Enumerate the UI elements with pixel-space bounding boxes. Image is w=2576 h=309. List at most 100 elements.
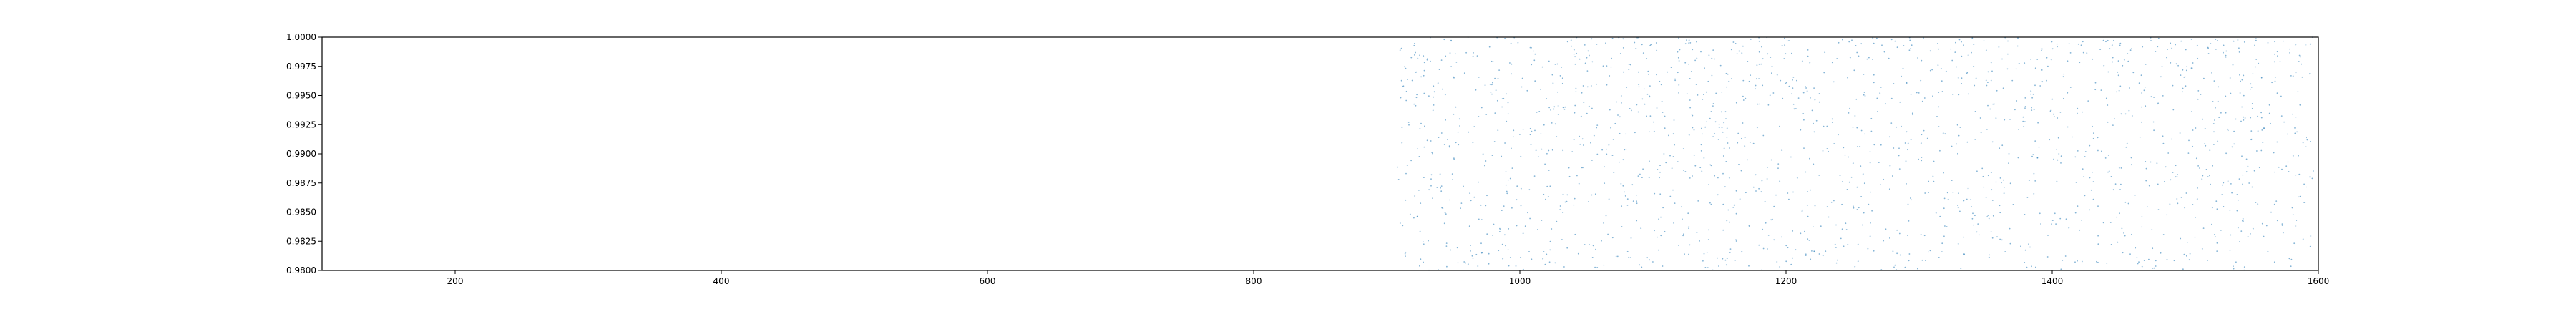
scatter-point: [2218, 86, 2220, 88]
scatter-point: [1879, 92, 1881, 94]
scatter-point: [1423, 74, 1425, 77]
scatter-point: [2225, 95, 2227, 97]
scatter-point: [1688, 253, 1689, 255]
scatter-point: [1634, 132, 1636, 134]
scatter-point: [1659, 177, 1660, 179]
scatter-point: [1485, 160, 1487, 162]
scatter-point: [1951, 59, 1953, 62]
scatter-point: [1428, 189, 1430, 191]
scatter-point: [1933, 180, 1935, 182]
scatter-point: [1502, 258, 1504, 260]
scatter-point: [1805, 87, 1807, 89]
scatter-point: [1991, 200, 1994, 201]
scatter-point: [1867, 247, 1869, 250]
scatter-point: [2298, 54, 2301, 57]
scatter-point: [1802, 92, 1805, 94]
scatter-point: [1674, 202, 1676, 204]
scatter-point: [1807, 49, 1809, 51]
scatter-point: [2257, 203, 2259, 205]
scatter-point: [2191, 111, 2192, 113]
scatter-point: [1529, 134, 1531, 136]
scatter-point: [1852, 127, 1854, 128]
scatter-point: [1561, 67, 1563, 68]
scatter-point: [2100, 89, 2102, 91]
scatter-point: [1741, 52, 1743, 54]
scatter-point: [1505, 245, 1506, 247]
scatter-point: [1604, 182, 1606, 184]
scatter-point: [2120, 167, 2122, 169]
scatter-point: [1688, 227, 1690, 230]
scatter-point: [1954, 52, 1956, 53]
scatter-point: [2213, 131, 2215, 133]
scatter-point: [1994, 103, 1995, 105]
scatter-point: [2099, 49, 2102, 50]
scatter-point: [2083, 176, 2085, 177]
scatter-point: [1908, 220, 1910, 222]
scatter-point: [1605, 148, 1607, 150]
scatter-point: [1717, 194, 1719, 196]
scatter-point: [1928, 192, 1929, 193]
scatter-point: [1996, 89, 1998, 92]
scatter-point: [2225, 50, 2228, 52]
scatter-point: [1413, 217, 1415, 219]
scatter-point: [1536, 112, 1538, 113]
scatter-point: [1845, 229, 1848, 230]
scatter-point: [1717, 177, 1719, 179]
scatter-point: [1708, 54, 1710, 57]
scatter-point: [1684, 171, 1687, 172]
scatter-point: [2212, 165, 2214, 167]
scatter-point: [2187, 152, 2190, 154]
scatter-point: [1864, 95, 1866, 97]
scatter-point: [1792, 77, 1795, 78]
scatter-point: [1586, 70, 1589, 72]
scatter-point: [1756, 127, 1758, 129]
scatter-point: [1620, 183, 1622, 185]
scatter-point: [1987, 175, 1989, 177]
scatter-point: [2057, 137, 2059, 139]
scatter-point: [2192, 145, 2194, 147]
scatter-point: [2067, 126, 2069, 128]
scatter-point: [1712, 103, 1714, 104]
scatter-point: [2117, 74, 2119, 77]
scatter-point: [1779, 125, 1780, 127]
scatter-point: [1416, 215, 1418, 217]
scatter-point: [1904, 142, 1906, 144]
scatter-point: [1809, 62, 1811, 64]
scatter-point: [1722, 258, 1724, 260]
scatter-point: [1938, 48, 1939, 50]
scatter-point: [1528, 189, 1531, 191]
scatter-point: [1678, 92, 1680, 94]
scatter-point: [1430, 140, 1432, 142]
scatter-point: [1468, 225, 1470, 227]
scatter-point: [1660, 84, 1662, 86]
scatter-point: [1921, 157, 1923, 158]
scatter-point: [1781, 236, 1782, 238]
scatter-point: [2213, 144, 2215, 145]
scatter-point: [1419, 265, 1420, 267]
scatter-point: [2060, 162, 2062, 164]
scatter-point: [2166, 214, 2168, 216]
scatter-point: [1724, 186, 1726, 188]
scatter-point: [2017, 157, 2019, 159]
scatter-point: [1579, 143, 1581, 145]
scatter-point: [2195, 127, 2197, 129]
scatter-point: [2243, 41, 2245, 43]
scatter-point: [1813, 87, 1815, 89]
scatter-point: [1701, 170, 1703, 172]
scatter-point: [2141, 92, 2143, 94]
scatter-point: [1776, 74, 1778, 76]
scatter-point: [1779, 266, 1781, 268]
scatter-point: [1744, 137, 1746, 139]
scatter-point: [2190, 39, 2192, 40]
scatter-point: [2227, 180, 2229, 182]
scatter-point: [1687, 212, 1689, 215]
scatter-point: [1584, 62, 1586, 64]
scatter-point: [1729, 221, 1731, 223]
scatter-point: [1595, 248, 1596, 250]
scatter-point: [1806, 90, 1808, 92]
scatter-point: [1506, 190, 1508, 192]
scatter-point: [2120, 113, 2122, 115]
scatter-point: [2150, 161, 2152, 163]
scatter-point: [1512, 136, 1514, 138]
scatter-point: [2016, 100, 2018, 102]
